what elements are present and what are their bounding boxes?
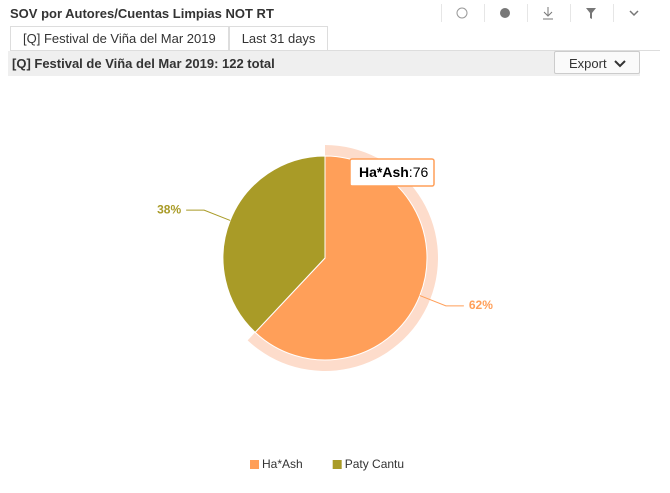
tooltip-value: 76: [413, 164, 429, 180]
collapse-icon[interactable]: [613, 4, 656, 22]
legend-swatch: [332, 460, 342, 469]
subtitle-bar: [Q] Festival de Viña del Mar 2019: 122 t…: [8, 51, 640, 76]
export-label: Export: [569, 56, 607, 71]
tooltip-name: Ha*Ash: [359, 164, 409, 180]
widget-title: SOV por Autores/Cuentas Limpias NOT RT: [10, 6, 274, 21]
slice: [222, 155, 326, 334]
tooltip-separator: :: [409, 164, 413, 180]
tab[interactable]: [Q] Festival de Viña del Mar 2019: [10, 26, 229, 50]
chevron: [614, 60, 626, 68]
help-icon[interactable]: [441, 4, 484, 22]
tooltip: Ha*Ash:76: [359, 164, 428, 180]
data-label: 62%: [469, 298, 493, 312]
export-button[interactable]: Export: [554, 51, 640, 74]
legend-label[interactable]: Ha*Ash: [262, 457, 303, 471]
download-icon[interactable]: [527, 4, 570, 22]
connector: [419, 295, 464, 307]
tabs: [Q] Festival de Viña del Mar 2019 Last 3…: [10, 26, 660, 51]
tooltip-box: [349, 158, 435, 187]
slice-halo: [247, 145, 439, 371]
filter-icon[interactable]: [570, 4, 613, 22]
legend-swatch: [250, 460, 259, 469]
data-label: 38%: [157, 202, 181, 216]
legend-label[interactable]: Paty Cantu: [345, 457, 404, 471]
chart-type-icon[interactable]: [484, 4, 527, 22]
connector: [186, 209, 231, 221]
tab[interactable]: Last 31 days: [228, 26, 329, 50]
toolbar: [441, 4, 656, 22]
subtitle: [Q] Festival de Viña del Mar 2019: 122 t…: [12, 56, 275, 71]
